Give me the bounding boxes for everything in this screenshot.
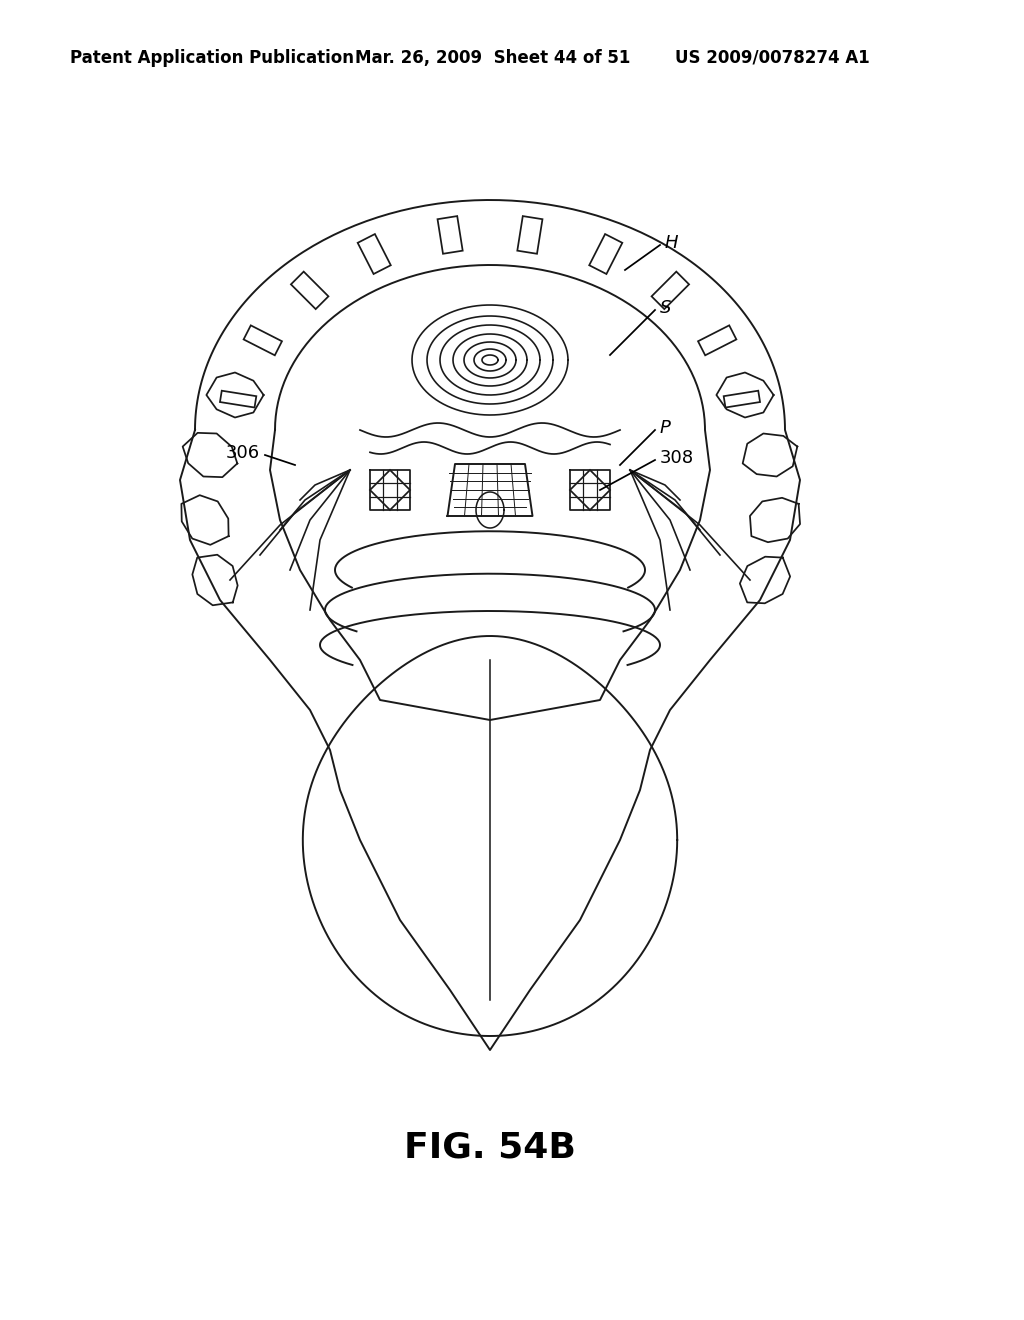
Text: P: P	[660, 418, 671, 437]
Text: Mar. 26, 2009  Sheet 44 of 51: Mar. 26, 2009 Sheet 44 of 51	[355, 49, 631, 67]
Polygon shape	[220, 391, 256, 408]
Polygon shape	[651, 272, 689, 309]
Polygon shape	[698, 325, 736, 355]
Polygon shape	[589, 234, 623, 275]
Polygon shape	[517, 216, 543, 253]
Polygon shape	[357, 234, 391, 275]
Polygon shape	[291, 272, 329, 309]
Text: S: S	[660, 300, 672, 317]
Text: 306: 306	[226, 444, 260, 462]
Polygon shape	[244, 325, 282, 355]
Polygon shape	[437, 216, 463, 253]
Text: US 2009/0078274 A1: US 2009/0078274 A1	[675, 49, 869, 67]
Polygon shape	[724, 391, 760, 408]
Text: FIG. 54B: FIG. 54B	[404, 1130, 575, 1164]
Text: H: H	[665, 234, 679, 252]
Text: 308: 308	[660, 449, 694, 467]
Text: Patent Application Publication: Patent Application Publication	[70, 49, 354, 67]
